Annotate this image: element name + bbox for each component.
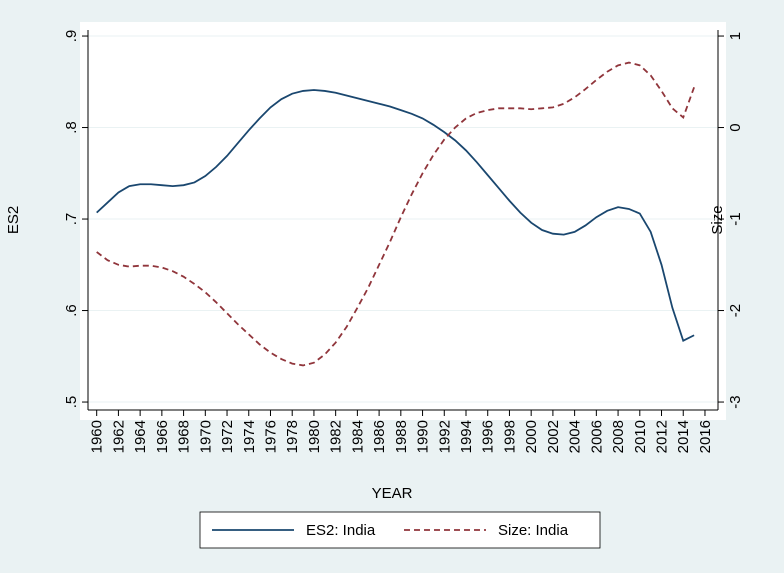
x-tick-label: 1968 [176,420,193,453]
y-tick-label: .9 [63,30,80,43]
x-tick-label: 1976 [262,420,279,453]
x-tick-label: 1960 [89,420,106,453]
y2-tick-label: -1 [727,212,744,225]
x-tick-label: 1972 [219,420,236,453]
series-line [96,61,695,367]
x-axis-title: YEAR [372,485,413,502]
x-tick-label: 2006 [588,420,605,453]
y2-tick-label: 0 [727,123,744,131]
x-tick-label: 2000 [523,420,540,453]
x-tick-label: 1964 [132,420,149,453]
y-tick-label: .5 [63,396,80,409]
x-tick-label: 1962 [110,420,127,453]
x-tick-label: 1978 [284,420,301,453]
x-tick-label: 1984 [349,420,366,453]
x-tick-label: 1966 [154,420,171,453]
x-tick-label: 1992 [436,420,453,453]
y-tick-label: .8 [63,121,80,134]
x-tick-label: 1986 [371,420,388,453]
x-tick-label: 1982 [328,420,345,453]
y2-tick-label: -2 [727,304,744,317]
x-tick-label: 1990 [415,420,432,453]
legend-label: ES2: India [306,522,376,539]
x-tick-label: 1988 [393,420,410,453]
x-tick-label: 2004 [567,420,584,453]
x-tick-label: 1994 [458,420,475,453]
y-tick-label: .7 [63,213,80,226]
x-tick-label: 2010 [632,420,649,453]
x-tick-label: 1974 [241,420,258,453]
y-axis-title: ES2 [5,206,22,234]
x-tick-label: 2008 [610,420,627,453]
x-tick-label: 1980 [306,420,323,453]
y-tick-label: .6 [63,304,80,317]
y2-tick-label: 1 [727,32,744,40]
legend-label: Size: India [498,522,569,539]
x-tick-label: 1998 [501,420,518,453]
x-tick-label: 2014 [675,420,692,453]
x-tick-label: 2012 [654,420,671,453]
x-tick-label: 1970 [197,420,214,453]
x-tick-label: 2002 [545,420,562,453]
x-tick-label: 2016 [697,420,714,453]
series-line [96,89,695,343]
x-tick-label: 1996 [480,420,497,453]
y2-tick-label: -3 [727,395,744,408]
plot-area [80,22,726,420]
